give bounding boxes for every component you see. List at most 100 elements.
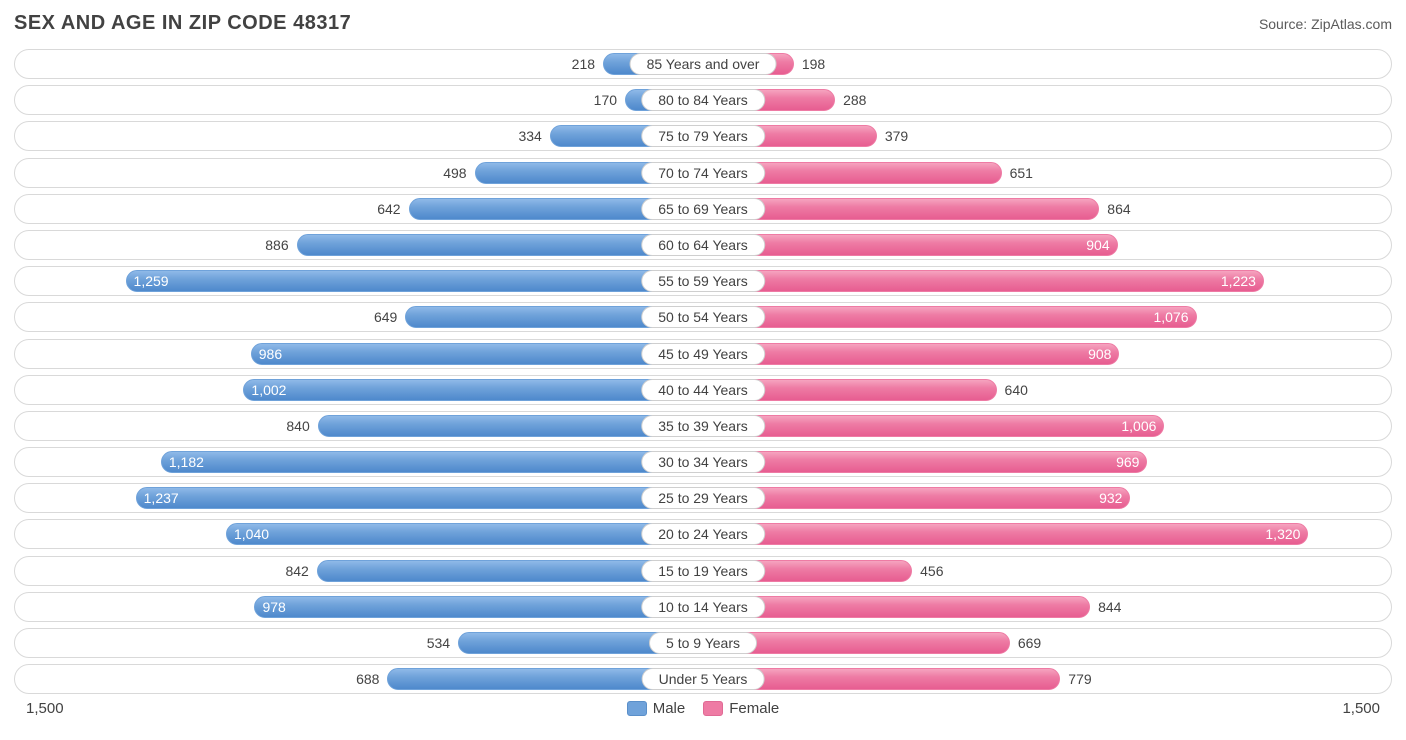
female-bar xyxy=(703,306,1197,328)
chart-row: 978 844 10 to 14 Years xyxy=(14,592,1392,622)
male-value: 498 xyxy=(443,165,466,181)
female-value: 1,223 xyxy=(1221,273,1256,289)
axis-max-left: 1,500 xyxy=(26,700,64,717)
female-value: 651 xyxy=(1010,165,1033,181)
chart-row: 840 1,006 35 to 39 Years xyxy=(14,411,1392,441)
legend-male: Male xyxy=(627,700,686,717)
chart-footer: 1,500 Male Female 1,500 xyxy=(14,700,1392,717)
age-category-label: 65 to 69 Years xyxy=(641,198,765,220)
age-category-label: 60 to 64 Years xyxy=(641,234,765,256)
female-bar xyxy=(703,523,1308,545)
male-value: 688 xyxy=(356,671,379,687)
female-value: 456 xyxy=(920,563,943,579)
male-bar xyxy=(136,487,703,509)
male-bar xyxy=(243,379,703,401)
male-bar xyxy=(251,343,703,365)
male-value: 218 xyxy=(572,56,595,72)
female-value: 969 xyxy=(1116,454,1139,470)
male-value: 1,002 xyxy=(251,382,286,398)
male-bar xyxy=(254,596,703,618)
age-category-label: 25 to 29 Years xyxy=(641,487,765,509)
chart-row: 1,237 932 25 to 29 Years xyxy=(14,483,1392,513)
male-bar xyxy=(126,270,703,292)
axis-max-right: 1,500 xyxy=(1342,700,1380,717)
male-value: 649 xyxy=(374,309,397,325)
male-value: 1,040 xyxy=(234,526,269,542)
female-bar xyxy=(703,234,1118,256)
age-category-label: Under 5 Years xyxy=(642,668,765,690)
chart-row: 170 288 80 to 84 Years xyxy=(14,85,1392,115)
chart-row: 334 379 75 to 79 Years xyxy=(14,121,1392,151)
chart-title: SEX AND AGE IN ZIP CODE 48317 xyxy=(14,12,351,35)
male-bar xyxy=(161,451,703,473)
chart-row: 498 651 70 to 74 Years xyxy=(14,158,1392,188)
male-value: 842 xyxy=(285,563,308,579)
female-value: 904 xyxy=(1086,237,1109,253)
female-value: 1,006 xyxy=(1121,418,1156,434)
age-category-label: 15 to 19 Years xyxy=(641,560,765,582)
age-category-label: 20 to 24 Years xyxy=(641,523,765,545)
legend-female-label: Female xyxy=(729,700,779,717)
chart-row: 1,259 1,223 55 to 59 Years xyxy=(14,266,1392,296)
age-category-label: 35 to 39 Years xyxy=(641,415,765,437)
female-value: 198 xyxy=(802,56,825,72)
female-value: 288 xyxy=(843,92,866,108)
female-value: 864 xyxy=(1107,201,1130,217)
chart-source: Source: ZipAtlas.com xyxy=(1259,16,1392,32)
male-value: 1,259 xyxy=(134,273,169,289)
chart-row: 1,040 1,320 20 to 24 Years xyxy=(14,519,1392,549)
female-value: 779 xyxy=(1068,671,1091,687)
male-value: 886 xyxy=(265,237,288,253)
male-swatch-icon xyxy=(627,701,647,716)
female-bar xyxy=(703,487,1130,509)
chart-row: 642 864 65 to 69 Years xyxy=(14,194,1392,224)
female-value: 1,320 xyxy=(1265,526,1300,542)
female-value: 932 xyxy=(1099,490,1122,506)
female-value: 669 xyxy=(1018,635,1041,651)
legend: Male Female xyxy=(64,700,1343,717)
age-category-label: 45 to 49 Years xyxy=(641,343,765,365)
age-category-label: 5 to 9 Years xyxy=(649,632,757,654)
female-bar xyxy=(703,270,1264,292)
female-value: 379 xyxy=(885,128,908,144)
male-value: 986 xyxy=(259,346,282,362)
female-bar xyxy=(703,343,1119,365)
chart-row: 649 1,076 50 to 54 Years xyxy=(14,302,1392,332)
chart-row: 886 904 60 to 64 Years xyxy=(14,230,1392,260)
age-category-label: 85 Years and over xyxy=(630,53,777,75)
female-swatch-icon xyxy=(703,701,723,716)
male-value: 840 xyxy=(286,418,309,434)
male-value: 978 xyxy=(262,599,285,615)
female-value: 640 xyxy=(1005,382,1028,398)
chart-row: 1,182 969 30 to 34 Years xyxy=(14,447,1392,477)
legend-male-label: Male xyxy=(653,700,686,717)
female-bar xyxy=(703,451,1147,473)
male-bar xyxy=(226,523,703,545)
male-value: 1,237 xyxy=(144,490,179,506)
chart-header: SEX AND AGE IN ZIP CODE 48317 Source: Zi… xyxy=(14,12,1392,35)
chart-row: 688 779 Under 5 Years xyxy=(14,664,1392,694)
male-value: 334 xyxy=(518,128,541,144)
age-category-label: 75 to 79 Years xyxy=(641,125,765,147)
age-category-label: 10 to 14 Years xyxy=(641,596,765,618)
female-value: 908 xyxy=(1088,346,1111,362)
age-category-label: 50 to 54 Years xyxy=(641,306,765,328)
male-value: 534 xyxy=(427,635,450,651)
chart-row: 218 198 85 Years and over xyxy=(14,49,1392,79)
age-category-label: 70 to 74 Years xyxy=(641,162,765,184)
age-category-label: 30 to 34 Years xyxy=(641,451,765,473)
age-category-label: 80 to 84 Years xyxy=(641,89,765,111)
chart-row: 842 456 15 to 19 Years xyxy=(14,556,1392,586)
legend-female: Female xyxy=(703,700,779,717)
female-bar xyxy=(703,415,1164,437)
female-value: 844 xyxy=(1098,599,1121,615)
female-value: 1,076 xyxy=(1153,309,1188,325)
chart-row: 986 908 45 to 49 Years xyxy=(14,339,1392,369)
chart-row: 534 669 5 to 9 Years xyxy=(14,628,1392,658)
age-category-label: 40 to 44 Years xyxy=(641,379,765,401)
male-value: 170 xyxy=(594,92,617,108)
male-value: 642 xyxy=(377,201,400,217)
male-value: 1,182 xyxy=(169,454,204,470)
diverging-bar-chart: 218 198 85 Years and over 170 288 80 to 84 Ye… xyxy=(14,49,1392,694)
age-category-label: 55 to 59 Years xyxy=(641,270,765,292)
